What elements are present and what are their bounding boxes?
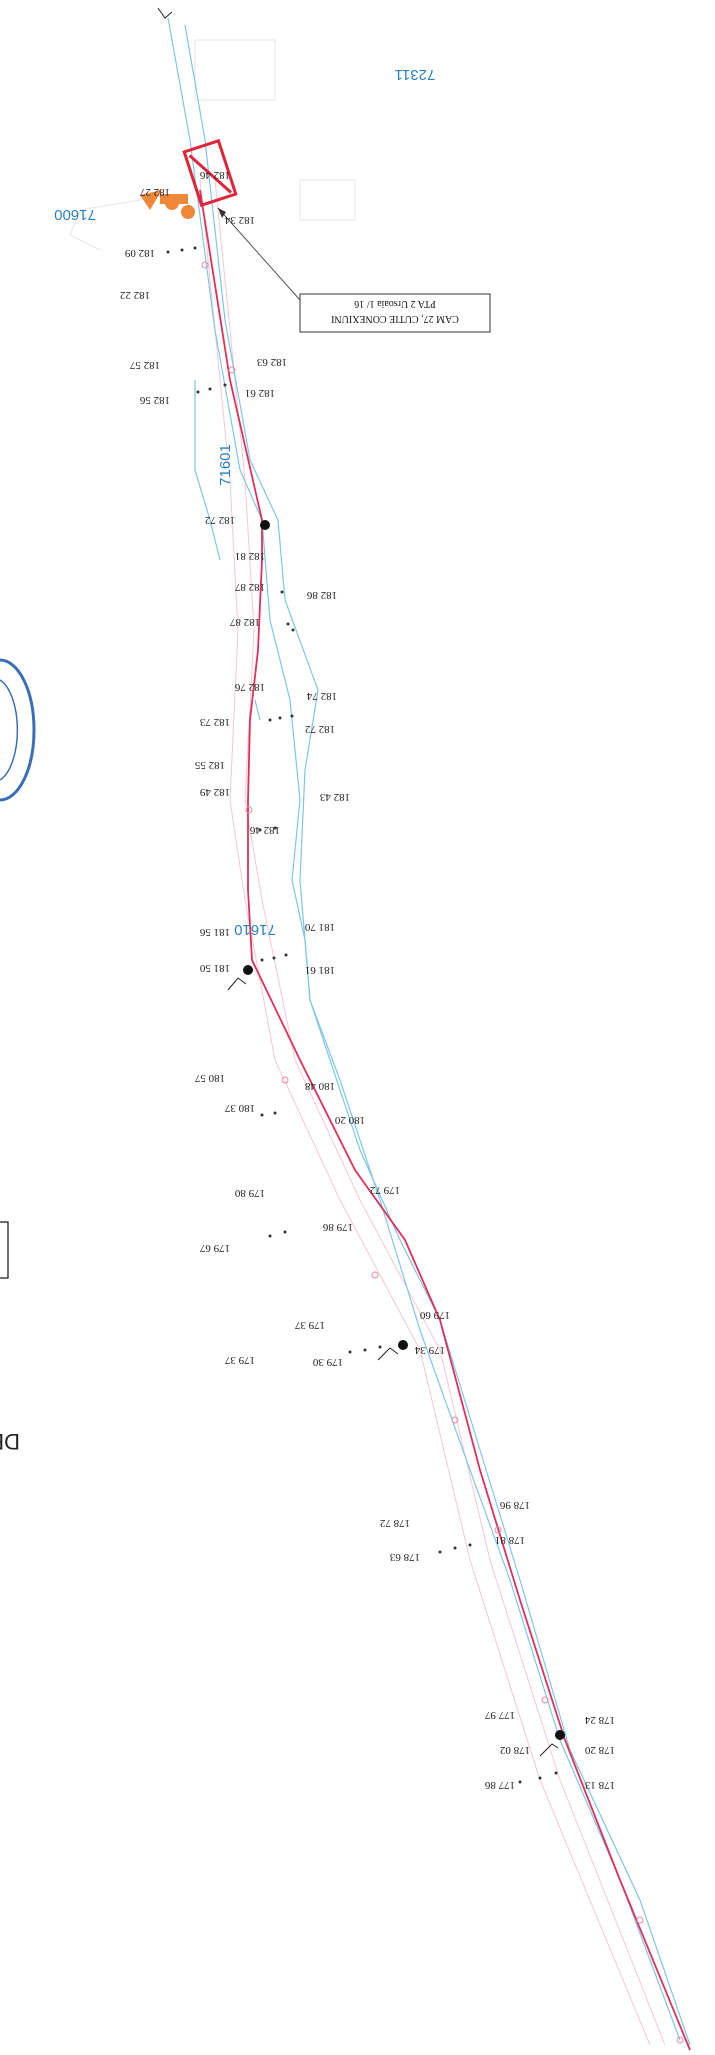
elevation-label: 182 46 [249,824,280,836]
leader-arrow [218,208,226,218]
elevation-label: 182 76 [234,681,265,693]
elevation-label: 182 57 [129,359,160,371]
elevation-label: 182 87 [229,616,260,628]
elevation-label: 178 81 [495,1534,525,1546]
elevation-label: 178 13 [584,1779,615,1791]
elevation-label: 178 72 [380,1517,410,1529]
boundary-lines [167,17,691,2046]
elevation-label: 182 09 [124,247,155,259]
elevation-label: 181 50 [199,962,230,974]
elevation-label: 182 74 [306,690,337,702]
elevation-label: 180 57 [194,1072,225,1084]
elevation-label: 182 27 [139,186,170,198]
left-frame-fragment [0,1221,9,1279]
elevation-label: 177 97 [484,1709,515,1721]
elevation-label: 179 30 [312,1356,343,1368]
small-symbols [157,7,559,1757]
elevation-label: 179 67 [199,1242,230,1254]
elevation-labels: 182 46 182 27 182 34 182 09 182 22 182 57 182 … [120,169,615,1791]
elevation-label: 179 60 [419,1309,450,1321]
elevation-label: 179 86 [322,1221,353,1233]
elevation-label: 177 86 [484,1779,515,1791]
pipe-outline-left [199,179,666,2046]
elevation-label: 182 43 [319,791,350,803]
stamp [0,658,36,802]
parcel-number: 71600 [54,206,96,223]
elevation-label: 182 49 [199,786,230,798]
legend-subtitle: PTA 2 Ursoaia 1/ 16 [354,298,435,309]
elevation-label: 182 86 [306,589,337,601]
elevation-label: 181 70 [304,921,335,933]
elevation-label: 181 56 [199,926,230,938]
elevation-label: 182 63 [256,356,287,368]
elevation-label: 180 48 [304,1080,335,1092]
elevation-label: 182 56 [139,394,170,406]
elevation-label: 182 46 [199,169,230,181]
elevation-label: 182 72 [305,723,335,735]
elevation-label: 182 73 [199,716,230,728]
elevation-label: 179 34 [414,1344,445,1356]
legend-box: CAM 27, CUTIE CONEXIUNI PTA 2 Ursoaia 1/… [299,293,491,333]
elevation-label: 182 22 [120,289,150,301]
elevation-label: 178 20 [584,1744,615,1756]
line-markers [201,261,684,2044]
parcel-number: 71601 [217,444,234,486]
manholes [243,520,565,1740]
building-outlines [69,39,356,251]
legend-leader [217,207,301,301]
elevation-label: 181 61 [305,964,335,976]
elevation-label: 178 96 [499,1499,530,1511]
elevation-label: 182 61 [245,387,275,399]
legend-title: CAM 27, CUTIE CONEXIUNI [331,313,459,324]
elevation-label: 179 72 [370,1184,400,1196]
meter-symbol [140,190,195,219]
elevation-label: 180 37 [224,1102,255,1114]
elevation-label: 178 63 [389,1551,420,1563]
elevation-label: 182 72 [205,514,235,526]
elevation-label: 178 02 [500,1744,530,1756]
elevation-label: 178 24 [584,1714,615,1726]
elevation-label: 182 81 [235,550,265,562]
elevation-label: 182 87 [234,581,265,593]
connection-box [182,138,238,208]
elevation-label: 179 37 [294,1319,325,1331]
elevation-label: 179 37 [224,1354,255,1366]
parcel-number: 71610 [234,921,276,938]
elevation-label: 179 80 [234,1187,265,1199]
elevation-label: 180 20 [334,1114,365,1126]
cut-off-text: DE [0,1429,20,1454]
spot-dots [166,246,558,1784]
elevation-label: 182 55 [194,759,225,771]
network-line [199,189,691,2051]
parcel-number: 72311 [395,66,436,83]
elevation-label: 182 34 [224,214,255,226]
parcel-numbers: 72311 71600 71601 71610 [54,66,435,938]
